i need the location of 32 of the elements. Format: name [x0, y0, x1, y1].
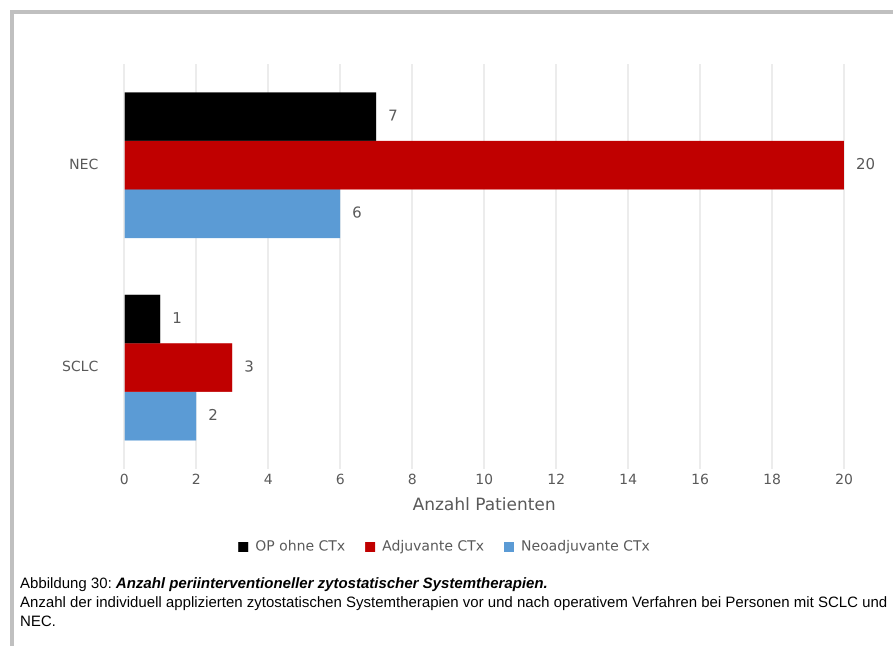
x-tick-label: 8 [408, 472, 417, 488]
x-tick-label: 2 [192, 472, 201, 488]
data-label: 6 [352, 204, 362, 222]
x-tick-label: 20 [835, 472, 853, 488]
bar [124, 343, 232, 392]
bar [124, 140, 844, 190]
data-label: 20 [856, 155, 876, 174]
x-tick-label: 14 [619, 472, 638, 488]
x-tick-label: 12 [547, 472, 566, 488]
bar [124, 92, 376, 141]
x-tick-label: 6 [336, 472, 345, 488]
x-tick-label: 4 [264, 472, 273, 488]
legend-label: OP ohne CTx [255, 538, 346, 555]
x-tick-label: 10 [475, 472, 494, 488]
x-tick-label: 18 [763, 472, 781, 488]
text: Anzahl periinterventioneller zytostatischer Systemtherapien. [116, 575, 548, 592]
x-tick-label: 16 [691, 472, 710, 488]
text: Anzahl der individuell applizierten zytostatischen Systemtherapien vor und nach operativem Verfahren bei Personen mit SCLC und NEC. [20, 594, 888, 630]
x-tick-label: 0 [120, 472, 129, 488]
legend-label: Adjuvante CTx [382, 538, 484, 555]
bar [124, 189, 340, 238]
legend-label: Neoadjuvante CTx [521, 538, 650, 555]
data-label: 3 [244, 357, 254, 376]
bar [124, 392, 196, 440]
bar [124, 294, 160, 344]
x-axis-title: Anzahl Patienten [412, 495, 556, 516]
text: Abbildung 30: [20, 575, 112, 592]
data-label: 1 [172, 308, 182, 327]
data-label: 2 [208, 406, 218, 424]
data-label: 7 [388, 106, 398, 125]
y-tick-label: SCLC [62, 359, 98, 376]
y-tick-label: NEC [69, 156, 98, 173]
